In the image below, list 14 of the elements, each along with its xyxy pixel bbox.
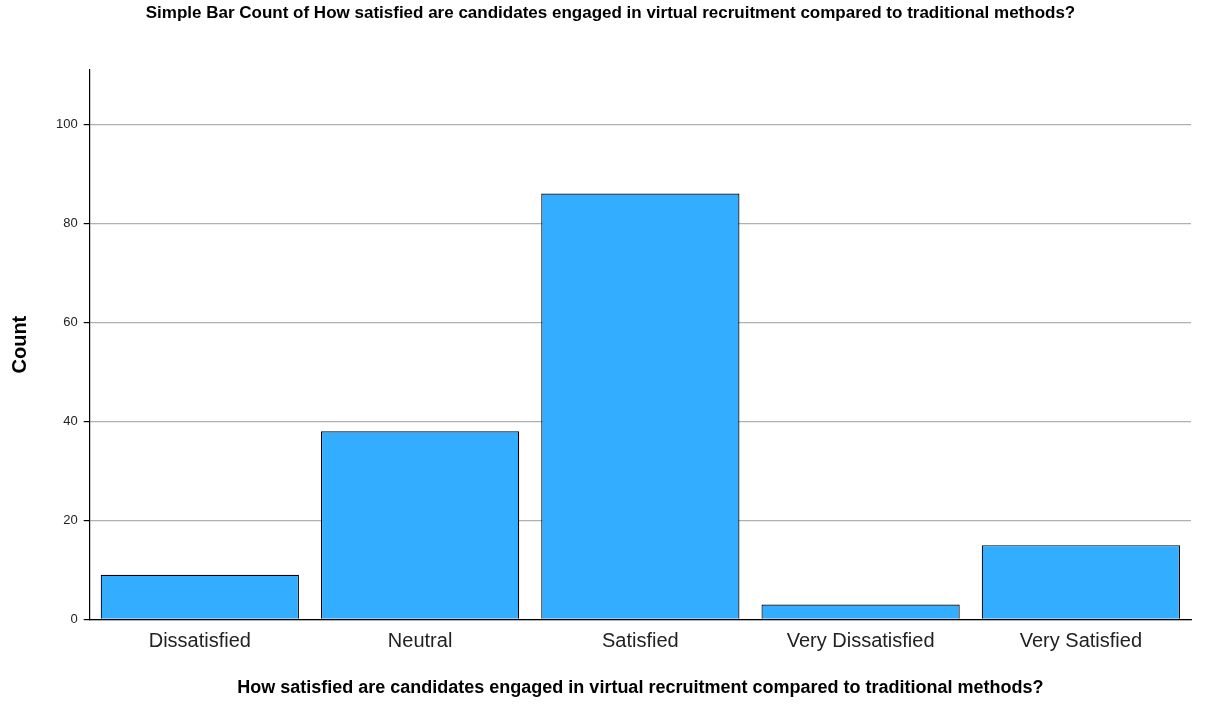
y-tick-label: 60 bbox=[63, 313, 78, 329]
x-tick-label: Dissatisfied bbox=[148, 628, 251, 651]
x-tick-label: Very Dissatisfied bbox=[786, 628, 935, 651]
y-tick-label: 0 bbox=[70, 610, 78, 626]
x-tick-label: Satisfied bbox=[601, 628, 679, 651]
y-tick-label: 20 bbox=[63, 511, 78, 527]
x-tick-label: Very Satisfied bbox=[1019, 628, 1143, 651]
y-axis-title: Count bbox=[7, 315, 30, 374]
y-tick-label: 80 bbox=[63, 214, 78, 230]
y-tick-label: 40 bbox=[63, 412, 78, 428]
x-tick-label: Neutral bbox=[387, 628, 453, 651]
y-tick-label: 100 bbox=[55, 115, 78, 131]
chart-title: Simple Bar Count of How satisfied are candidates engaged in virtual recruitment compared to traditional methods? bbox=[144, 3, 1077, 24]
x-axis-title: How satisfied are candidates engaged in virtual recruitment compared to traditional methods? bbox=[237, 677, 1044, 698]
